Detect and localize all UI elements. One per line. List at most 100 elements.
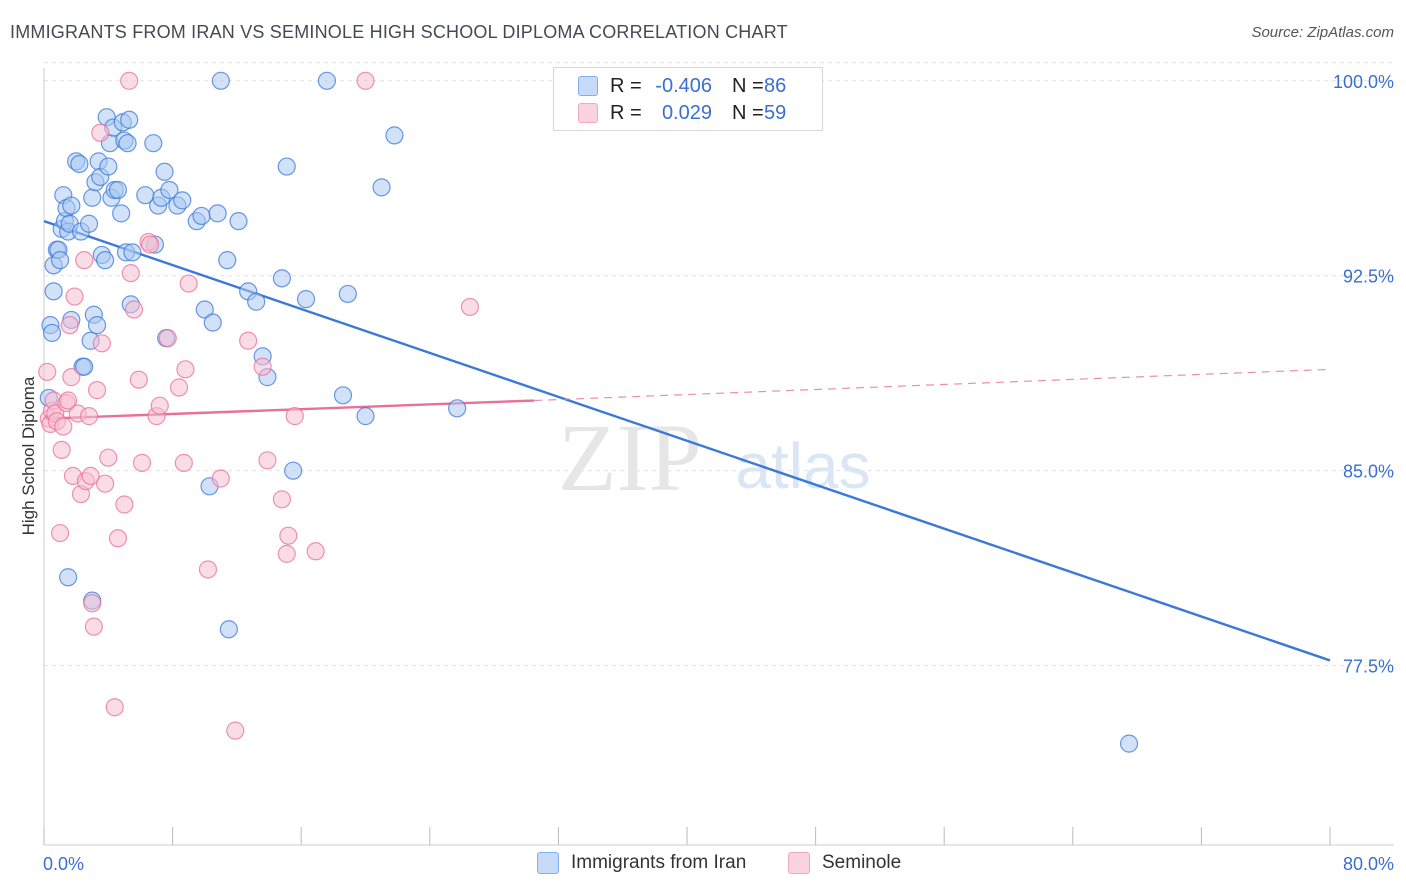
point-seminole (52, 440, 71, 460)
point-seminole (92, 334, 111, 353)
point-seminole (91, 123, 110, 142)
point-seminole (176, 360, 195, 379)
point-iran (195, 300, 214, 319)
point-seminole (50, 523, 70, 543)
point-seminole (198, 560, 218, 579)
point-iran (79, 214, 99, 233)
point-iran (385, 126, 404, 145)
point-iran (372, 178, 391, 197)
y-axis-label: High School Diploma (19, 376, 38, 535)
point-seminole (306, 542, 325, 561)
point-seminole (81, 466, 100, 485)
y-tick-label: 92.5% (1343, 267, 1394, 287)
point-iran (333, 386, 353, 405)
point-seminole (62, 368, 81, 387)
point-iran (284, 461, 303, 480)
point-iran (211, 71, 230, 90)
point-iran (208, 204, 227, 223)
legend-r-label: R = (610, 74, 642, 97)
point-seminole (124, 300, 144, 319)
point-seminole (84, 617, 103, 636)
point-seminole (158, 329, 177, 348)
point-iran (1119, 734, 1139, 753)
legend-row-seminole: R = 0.029 N = 59 (578, 101, 786, 125)
legend-r-label: R = (610, 101, 642, 124)
point-iran (44, 282, 63, 301)
series-label-seminole: Seminole (822, 852, 902, 873)
point-seminole (54, 417, 73, 436)
point-iran (229, 212, 248, 231)
point-iran (87, 316, 107, 335)
legend-n-value: 86 (764, 74, 787, 97)
series-swatch-seminole (788, 852, 810, 874)
point-iran (75, 357, 94, 376)
point-iran (192, 206, 211, 226)
point-seminole (65, 287, 84, 306)
point-seminole (60, 316, 79, 335)
point-seminole (150, 396, 169, 415)
point-seminole (108, 529, 128, 548)
point-iran (219, 620, 238, 639)
point-iran (317, 71, 337, 90)
point-iran (160, 180, 179, 200)
point-seminole (272, 490, 292, 509)
point-iran (59, 568, 78, 587)
point-seminole (83, 594, 102, 613)
point-seminole (120, 71, 139, 90)
watermark-zip: ZIP (558, 404, 702, 511)
legend-swatch-iran (578, 76, 598, 96)
point-iran (70, 154, 89, 174)
watermark: ZIP atlas (558, 404, 871, 511)
watermark-atlas: atlas (735, 430, 870, 502)
stats-legend: R = -0.406 N = 86 R = 0.029 N = 59 (553, 67, 823, 131)
label-layer: High School Diploma 0.0% 80.0% 77.5% 85.0… (19, 72, 1394, 874)
point-seminole (75, 251, 94, 270)
point-iran (62, 196, 81, 215)
point-iran (108, 180, 128, 200)
point-seminole (239, 331, 258, 350)
point-seminole (115, 495, 134, 514)
point-seminole (253, 357, 272, 376)
point-iran (144, 134, 163, 153)
point-seminole (129, 370, 148, 389)
point-seminole (258, 451, 277, 470)
point-seminole (277, 544, 296, 563)
chart-title: IMMIGRANTS FROM IRAN VS SEMINOLE HIGH SC… (10, 22, 788, 42)
point-iran (118, 134, 137, 153)
point-seminole (460, 297, 480, 317)
grid-layer (44, 62, 1394, 667)
series-label-iran: Immigrants from Iran (571, 852, 747, 873)
legend-n-label: N = (732, 101, 764, 124)
trend-line-iran (43, 220, 1331, 662)
point-iran (120, 110, 139, 129)
point-seminole (285, 407, 304, 426)
y-tick-label: 100.0% (1333, 72, 1394, 92)
points-layer (38, 71, 1139, 753)
point-seminole (174, 453, 193, 472)
x-tick-label-max: 80.0% (1343, 854, 1394, 874)
source-label: Source: ZipAtlas.com (1251, 24, 1394, 41)
series-legend-iran[interactable]: Immigrants from Iran (537, 852, 746, 874)
point-iran (123, 243, 142, 262)
point-seminole (95, 474, 115, 493)
point-seminole (211, 469, 230, 488)
point-seminole (279, 526, 298, 545)
point-iran (356, 407, 375, 426)
point-seminole (226, 721, 245, 740)
point-seminole (38, 362, 57, 382)
point-seminole (132, 453, 152, 472)
y-tick-label: 77.5% (1343, 657, 1394, 677)
point-iran (272, 269, 292, 288)
series-legend-seminole[interactable]: Seminole (788, 852, 901, 874)
point-iran (50, 251, 70, 270)
legend-r-value: 0.029 (661, 101, 712, 124)
legend-swatch-seminole (578, 103, 598, 123)
point-seminole (179, 274, 198, 293)
point-iran (42, 323, 62, 343)
point-seminole (79, 407, 99, 426)
series-legend: Immigrants from Iran Seminole (0, 852, 1406, 876)
axis-layer (43, 68, 1394, 846)
point-seminole (356, 71, 375, 90)
trend-layer (43, 220, 1331, 662)
